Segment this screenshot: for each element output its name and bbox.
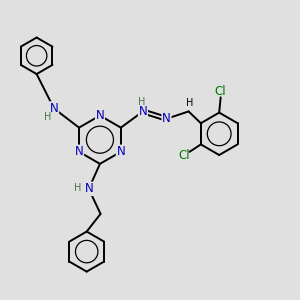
Text: N: N <box>50 102 58 115</box>
Text: N: N <box>116 145 125 158</box>
Text: Cl: Cl <box>178 149 190 162</box>
Text: H: H <box>44 112 51 122</box>
Text: N: N <box>84 182 93 195</box>
Text: H: H <box>186 98 193 108</box>
Text: Cl: Cl <box>215 85 226 98</box>
Text: N: N <box>96 109 104 122</box>
Text: N: N <box>139 105 147 118</box>
Text: N: N <box>162 112 171 125</box>
Text: N: N <box>75 145 83 158</box>
Text: H: H <box>138 97 145 107</box>
Text: H: H <box>74 183 82 193</box>
